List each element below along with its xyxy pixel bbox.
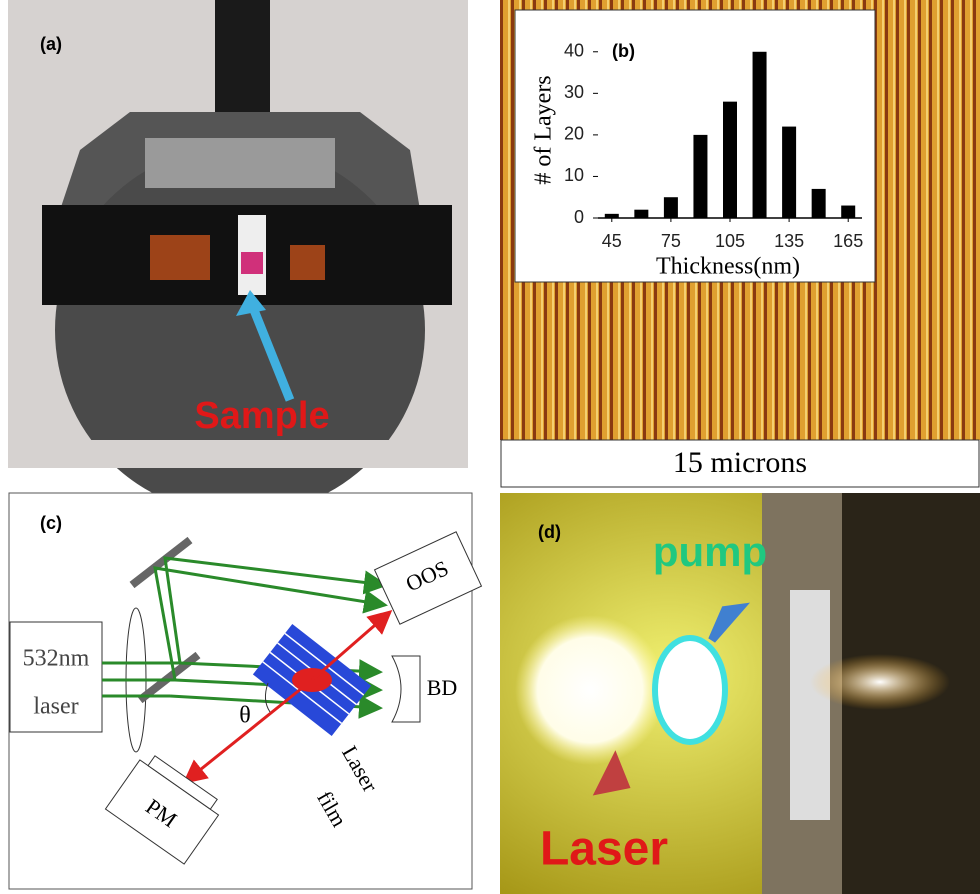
annotation: Laser (540, 823, 668, 876)
figure: (a) Sample 15 microns (b) Thickness(nm) … (0, 0, 980, 894)
panel-label: (d) (538, 522, 561, 542)
panel-label: (b) (612, 41, 635, 61)
source-label: laser (33, 694, 78, 720)
bar (812, 189, 826, 218)
panel-d: (d) pump Laser (500, 493, 980, 894)
scale-label: 15 microns (673, 446, 807, 479)
page: {"panels": { "a": {"label": "(a)", "anno… (0, 0, 980, 894)
bar (782, 127, 796, 218)
bar (723, 102, 737, 218)
x-tick-label: 135 (774, 231, 804, 251)
bar (841, 206, 855, 218)
angle-label: θ (239, 703, 251, 729)
annotation: pump (653, 528, 767, 575)
y-tick-label: 20 (564, 124, 584, 144)
bd-label: BD (427, 675, 458, 700)
sample-spot (241, 252, 263, 274)
pump-spot (655, 638, 725, 742)
bar (605, 214, 619, 218)
laser-spot (515, 615, 665, 765)
annotation: Sample (194, 395, 329, 437)
crystal (290, 245, 325, 280)
x-tick-label: 165 (833, 231, 863, 251)
y-tick-label: 10 (564, 165, 584, 185)
clamp (145, 138, 335, 188)
x-axis-title: Thickness(nm) (656, 254, 800, 280)
x-tick-label: 105 (715, 231, 745, 251)
bar (693, 135, 707, 218)
panel-c: (c) 532nm laser OOS BD θ PM Laser film (9, 493, 481, 889)
x-tick-label: 45 (602, 231, 622, 251)
bar (753, 52, 767, 218)
photo-background (8, 440, 468, 468)
panel-a: (a) Sample (8, 0, 468, 515)
source-label: 532nm (23, 646, 90, 672)
crystal (150, 235, 210, 280)
mount-post (215, 0, 270, 120)
y-axis-title: # of Layers (531, 75, 557, 184)
y-tick-label: 30 (564, 82, 584, 102)
panel-label: (c) (40, 513, 62, 533)
panel-label: (a) (40, 34, 62, 54)
y-tick-label: 0 (574, 207, 584, 227)
y-tick-label: 40 (564, 41, 584, 61)
bar (634, 210, 648, 218)
slide (790, 590, 830, 820)
laser-output (810, 654, 950, 710)
bar (664, 197, 678, 218)
x-tick-label: 75 (661, 231, 681, 251)
